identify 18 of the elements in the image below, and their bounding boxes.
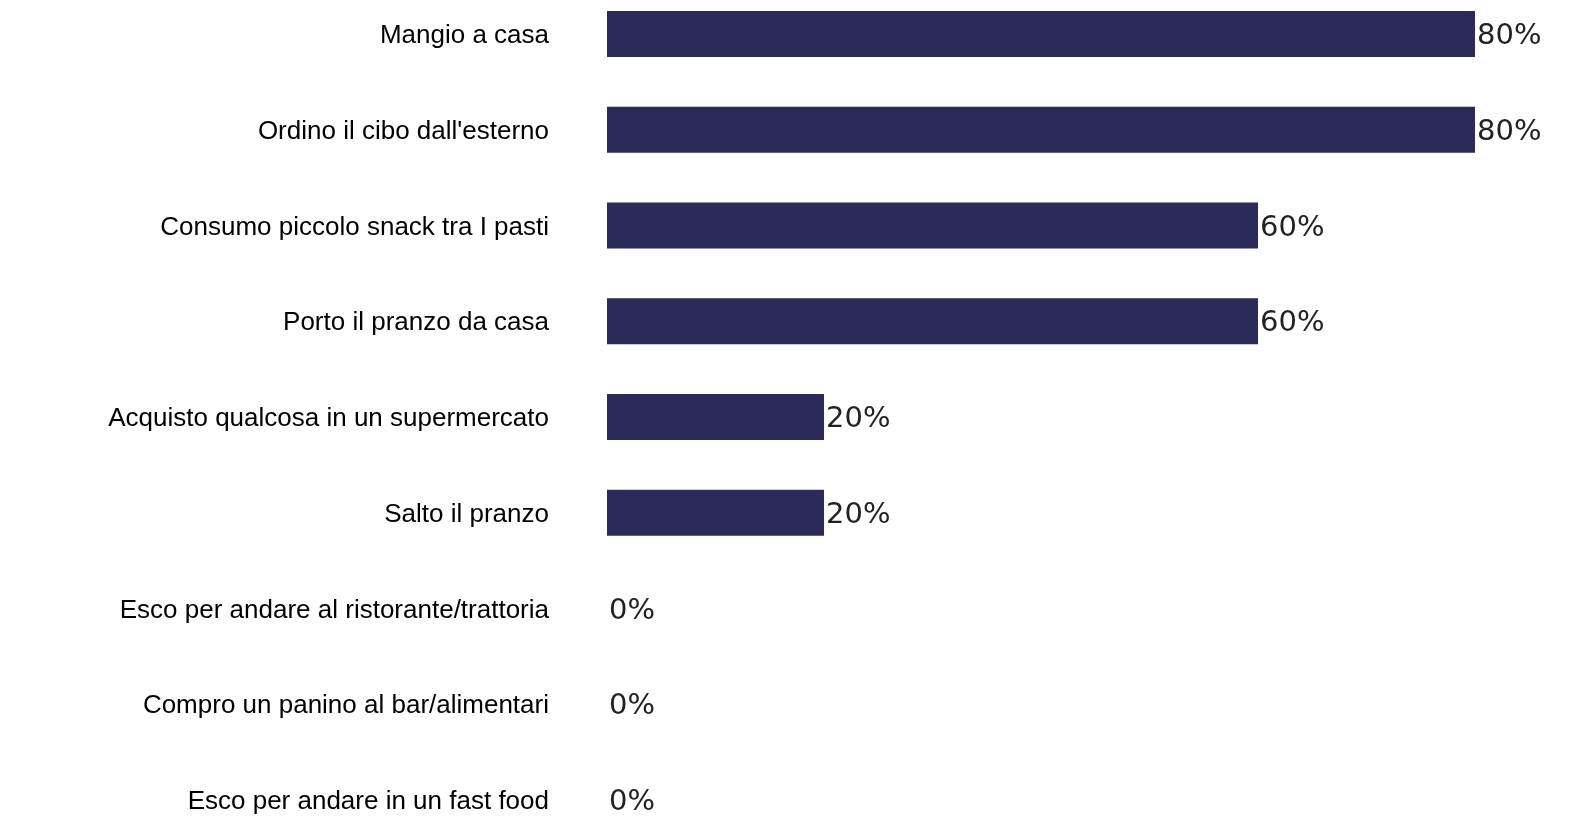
data-label: 80% (1477, 17, 1542, 51)
y-tick-label: Acquisto qualcosa in un supermercato (108, 402, 549, 432)
data-label: 60% (1260, 304, 1325, 339)
y-tick-label: Porto il pranzo da casa (283, 306, 550, 337)
data-label: 60% (1260, 208, 1325, 243)
data-label: 0% (609, 783, 656, 817)
y-tick-label: Esco per andare in un fast food (187, 785, 549, 815)
y-tick-label: Compro un panino al bar/alimentari (142, 689, 549, 720)
y-tick-label: Salto il pranzo (384, 497, 549, 528)
y-tick-label: Ordino il cibo dall'esterno (257, 114, 549, 145)
data-label: 0% (609, 687, 656, 722)
data-label: 20% (826, 400, 891, 434)
y-tick-label: Mangio a casa (379, 19, 550, 49)
data-label: 0% (609, 591, 656, 626)
y-tick-label: Esco per andare al ristorante/trattoria (119, 593, 550, 624)
data-label: 20% (826, 495, 891, 530)
data-label: 80% (1477, 112, 1542, 147)
y-tick-label: Consumo piccolo snack tra I pasti (160, 210, 549, 241)
